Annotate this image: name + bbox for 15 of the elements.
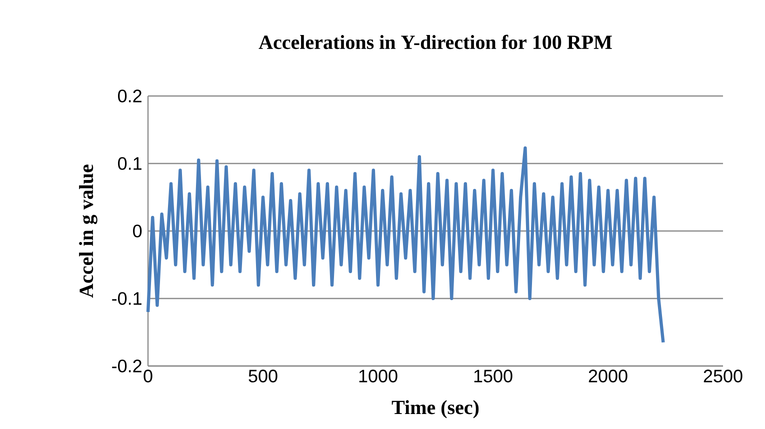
y-axis-title: Accel in g value [79,164,98,298]
y-tick-label: -0.1 [112,292,142,305]
x-tick-label: 1000 [359,370,398,382]
chart-title: Accelerations in Y-direction for 100 RPM [258,34,612,50]
x-tick-label: 0 [144,370,152,382]
y-tick-label: 0 [133,224,142,238]
x-tick-label: 1500 [474,370,512,382]
y-tick-label: -0.2 [112,360,142,372]
x-tick-label: 500 [248,370,278,382]
x-tick-label: 2500 [704,370,742,382]
x-axis-title: Time (sec) [392,400,479,418]
y-tick-label: 0.2 [118,90,142,102]
line-series [146,146,665,344]
y-tick-label: 0.1 [118,157,142,170]
x-tick-label: 2000 [588,370,628,382]
